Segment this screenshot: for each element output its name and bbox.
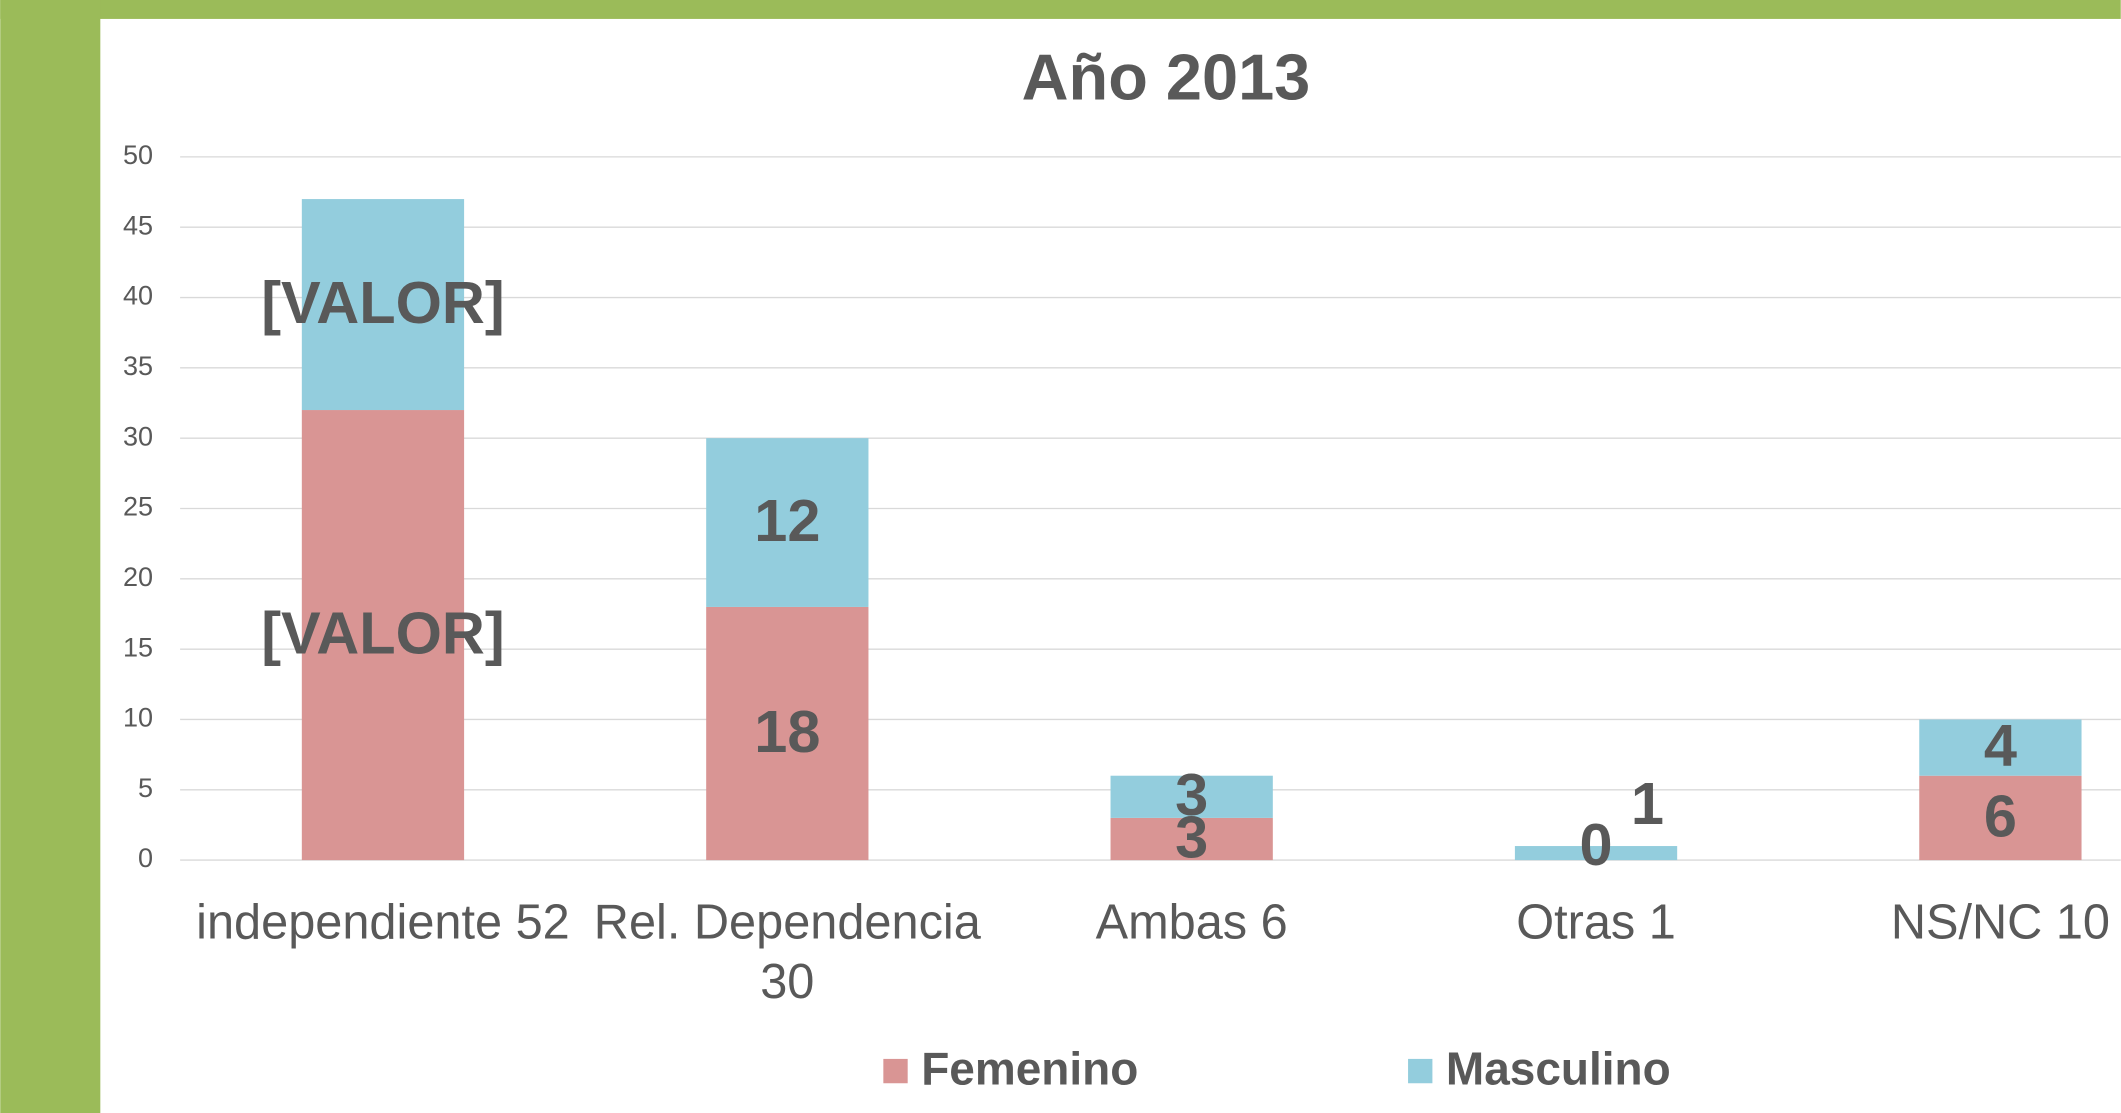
data-label: [VALOR] — [261, 269, 504, 336]
y-tick-label: 30 — [123, 421, 153, 451]
data-label: 18 — [754, 698, 820, 765]
bars — [301, 199, 2082, 861]
bar-segment — [1110, 775, 1273, 818]
bar-segment — [1919, 719, 2082, 776]
data-label: 1 — [1631, 770, 1664, 837]
data-label: [VALOR] — [261, 599, 504, 666]
x-tick-label-box: Rel. Dependencia 30 — [593, 893, 981, 1009]
data-label: 6 — [1984, 782, 2017, 849]
bar-segment — [301, 410, 465, 861]
data-label: 12 — [754, 487, 820, 554]
x-tick-label: Ambas 6 — [1095, 893, 1288, 950]
bar-segment — [706, 606, 869, 861]
bar-segment — [1514, 846, 1678, 861]
x-tick-label-box: independiente 52 — [196, 893, 570, 950]
chart-title: Año 2013 — [1022, 41, 1311, 114]
data-label: 3 — [1175, 761, 1208, 828]
legend-label: Masculino — [1446, 1043, 1671, 1095]
bar-segment — [706, 438, 869, 607]
y-tick-label: 35 — [123, 351, 153, 381]
x-tick-label-box: Ambas 6 — [1095, 893, 1288, 950]
labels: independiente 52 [VALOR] [VALOR] Rel. Depen… — [196, 269, 2110, 1095]
legend-swatch — [883, 1058, 908, 1084]
bar-segment — [1919, 775, 2082, 861]
frame-top — [0, 0, 2121, 19]
x-tick-label: Otras 1 — [1516, 893, 1676, 950]
y-tick-label: 25 — [123, 492, 153, 522]
x-tick-label: Rel. Dependencia 30 — [593, 893, 981, 1009]
y-tick-label: 5 — [138, 773, 153, 803]
legend-label: Femenino — [921, 1043, 1138, 1095]
y-tick-label: 50 — [123, 140, 153, 170]
grid: 0 5 10 15 20 25 30 35 40 45 50 — [123, 140, 2121, 873]
data-label: 0 — [1579, 811, 1612, 878]
y-tick-label: 45 — [123, 210, 153, 240]
data-label: 3 — [1175, 803, 1208, 870]
y-tick-label: 15 — [123, 632, 153, 662]
x-tick-label-box: Otras 1 — [1516, 893, 1676, 950]
data-label: 4 — [1984, 712, 2017, 779]
y-tick-label: 10 — [123, 703, 153, 733]
x-tick-label: NS/NC 10 — [1890, 893, 2110, 950]
legend-swatch — [1408, 1058, 1433, 1084]
bar-segment — [1110, 817, 1273, 861]
x-tick-label: independiente 52 — [196, 893, 570, 950]
bar-segment — [301, 199, 465, 411]
y-tick-label: 0 — [138, 843, 153, 873]
frame-left — [0, 0, 101, 1113]
y-tick-label: 20 — [123, 562, 153, 592]
y-tick-label: 40 — [123, 281, 153, 311]
x-tick-label-box: NS/NC 10 — [1890, 893, 2110, 950]
